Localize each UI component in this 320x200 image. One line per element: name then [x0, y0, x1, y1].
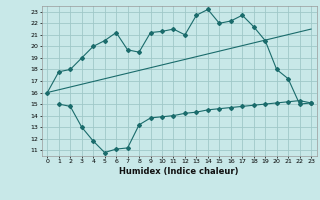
X-axis label: Humidex (Indice chaleur): Humidex (Indice chaleur)	[119, 167, 239, 176]
